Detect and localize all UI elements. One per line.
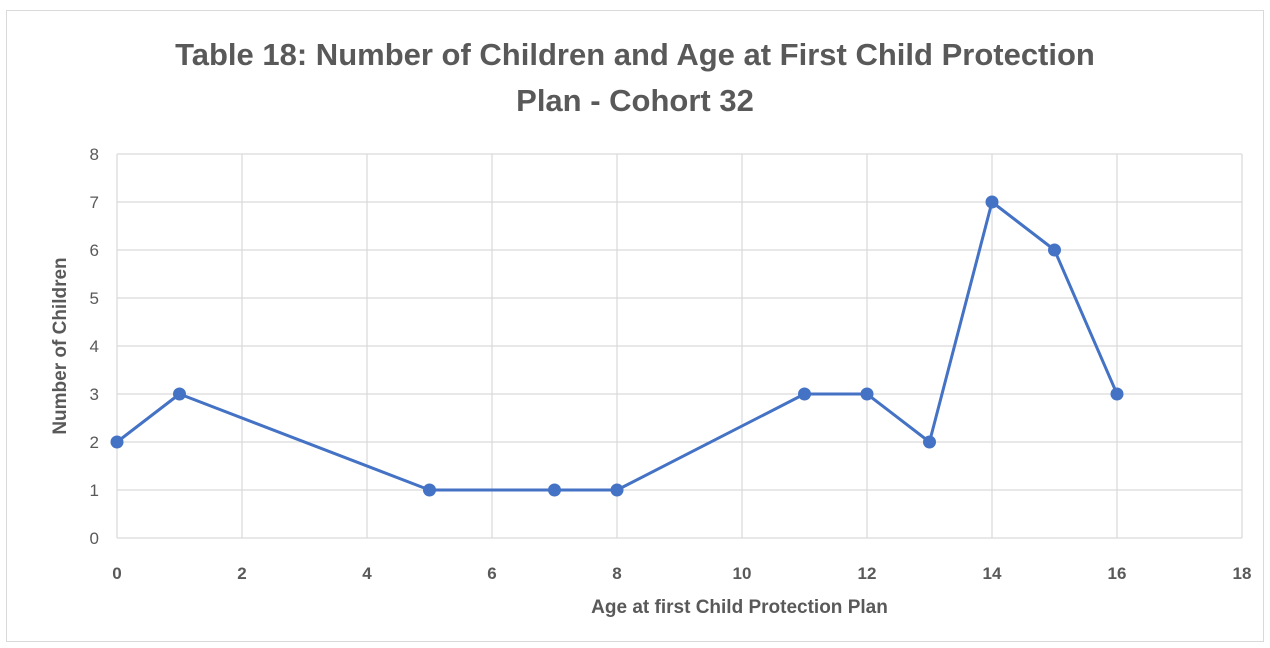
y-tick-label: 3: [90, 385, 99, 404]
y-axis-label: Number of Children: [50, 257, 71, 434]
x-tick-label: 16: [1108, 564, 1127, 583]
x-tick-label: 12: [858, 564, 877, 583]
data-point: [985, 195, 999, 209]
y-tick-label: 1: [90, 481, 99, 500]
y-tick-label: 6: [90, 241, 99, 260]
data-point: [1048, 243, 1061, 257]
x-tick-label: 18: [1233, 564, 1252, 583]
y-tick-label: 0: [90, 529, 99, 548]
data-point: [860, 387, 874, 401]
chart-frame: [6, 10, 1264, 642]
y-tick-label: 7: [90, 193, 99, 212]
y-tick-label: 5: [90, 289, 99, 308]
data-point: [423, 483, 436, 497]
data-point: [548, 483, 561, 497]
x-tick-label: 8: [612, 564, 621, 583]
y-tick-label: 8: [90, 145, 99, 164]
gridlines: [116, 153, 1243, 539]
chart-title-line-1: Table 18: Number of Children and Age at …: [175, 37, 1095, 72]
data-point: [923, 435, 936, 449]
data-point: [1110, 387, 1124, 401]
x-tick-label: 0: [112, 564, 121, 583]
chart-title-line-2: Plan - Cohort 32: [516, 83, 754, 118]
x-tick-label: 6: [487, 564, 496, 583]
x-axis-ticks: 0 2 4 6 8 10 12 14 16 18: [112, 564, 1251, 583]
x-tick-label: 14: [983, 564, 1002, 583]
data-point: [798, 387, 811, 401]
x-tick-label: 2: [237, 564, 246, 583]
data-point: [110, 435, 124, 449]
x-tick-label: 4: [362, 564, 372, 583]
y-axis-ticks: 0 1 2 3 4 5 6 7 8: [90, 145, 99, 548]
y-tick-label: 2: [90, 433, 99, 452]
data-point: [173, 387, 186, 401]
y-tick-label: 4: [90, 337, 99, 356]
x-axis-label: Age at first Child Protection Plan: [591, 597, 888, 618]
data-series: [110, 195, 1124, 497]
data-point: [610, 483, 624, 497]
x-tick-label: 10: [733, 564, 752, 583]
